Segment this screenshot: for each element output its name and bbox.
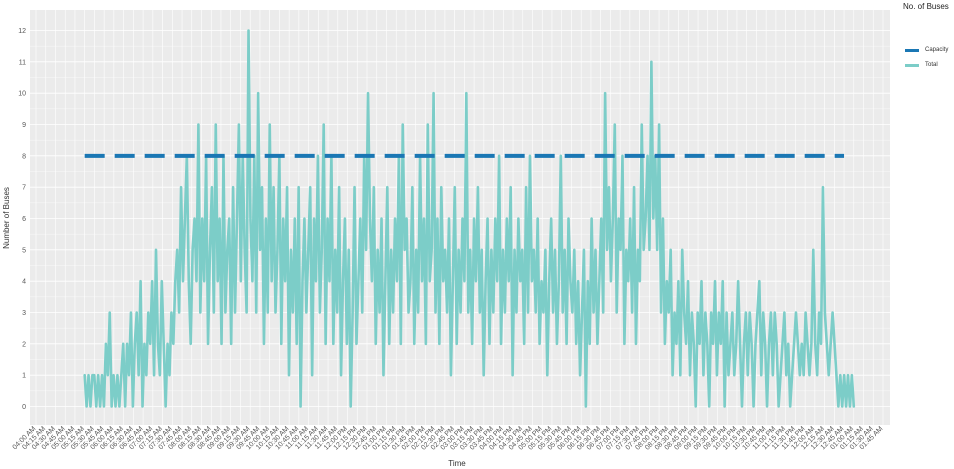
x-axis-title: Time: [448, 459, 466, 468]
y-tick-label: 4: [22, 279, 26, 286]
legend-item-capacity: Capacity: [905, 45, 948, 55]
y-tick-label: 12: [18, 28, 26, 35]
series-line-total: [83, 29, 856, 408]
y-tick-label: 0: [22, 404, 26, 411]
legend-item-total: Total: [905, 60, 938, 70]
y-tick-label: 10: [18, 91, 26, 98]
y-tick-label: 11: [19, 59, 26, 66]
y-tick-label: 6: [22, 216, 26, 223]
y-tick-label: 9: [22, 122, 26, 129]
y-tick-label: 5: [22, 247, 26, 254]
y-tick-label: 8: [22, 153, 26, 160]
legend-swatch-capacity: [905, 48, 919, 52]
legend-swatch-total: [905, 63, 919, 67]
legend-label-capacity: Capacity: [925, 47, 949, 53]
y-tick-label: 2: [22, 341, 26, 348]
y-axis-title: Number of Buses: [2, 187, 11, 249]
legend-label-total: Total: [925, 62, 938, 68]
y-tick-label: 1: [22, 373, 26, 380]
legend-title: No. of Buses: [903, 2, 949, 11]
y-tick-label: 3: [22, 310, 26, 317]
series-layer: [83, 29, 856, 408]
y-tick-label: 7: [22, 185, 26, 192]
